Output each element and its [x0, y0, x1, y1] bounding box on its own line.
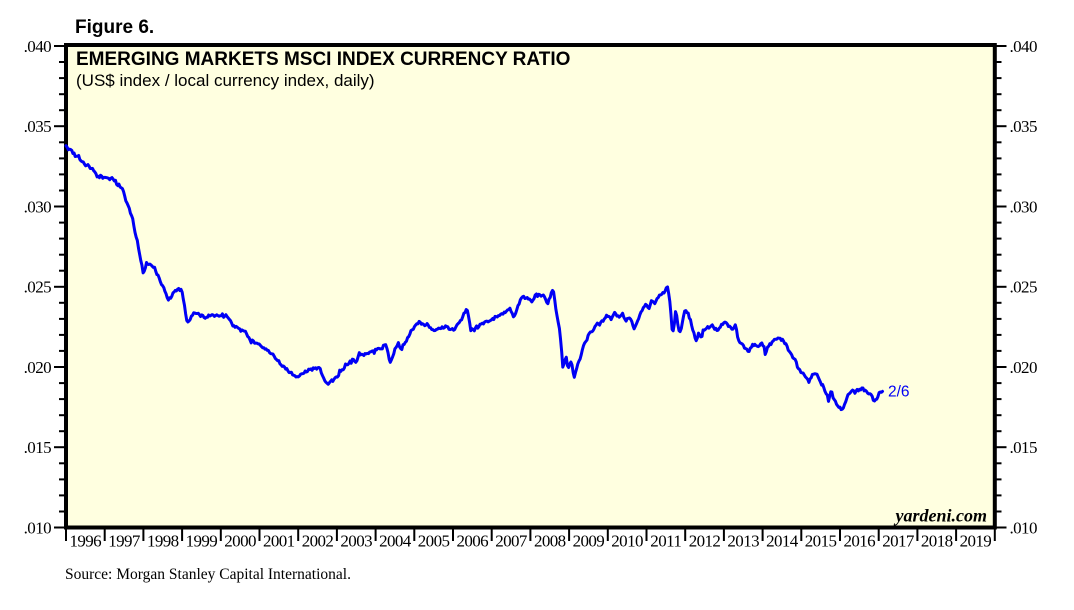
- svg-text:2017: 2017: [882, 532, 915, 551]
- svg-text:2009: 2009: [573, 532, 605, 551]
- svg-text:.025: .025: [1010, 278, 1037, 297]
- svg-text:2003: 2003: [340, 532, 372, 551]
- svg-text:2015: 2015: [805, 532, 837, 551]
- svg-text:2019: 2019: [960, 532, 992, 551]
- svg-text:2012: 2012: [689, 532, 721, 551]
- svg-text:.015: .015: [24, 438, 51, 457]
- svg-text:2013: 2013: [727, 532, 759, 551]
- svg-text:(US$ index / local currency in: (US$ index / local currency index, daily…: [76, 71, 375, 90]
- svg-text:.035: .035: [1010, 117, 1037, 136]
- svg-text:.035: .035: [24, 117, 51, 136]
- svg-text:2001: 2001: [263, 532, 295, 551]
- svg-text:Source: Morgan Stanley Capital: Source: Morgan Stanley Capital Internati…: [65, 566, 351, 583]
- svg-text:.025: .025: [24, 278, 51, 297]
- svg-text:.040: .040: [1010, 37, 1037, 56]
- svg-text:.020: .020: [24, 358, 51, 377]
- svg-text:2000: 2000: [224, 532, 256, 551]
- svg-text:2/6: 2/6: [888, 384, 910, 401]
- svg-text:2002: 2002: [302, 532, 334, 551]
- svg-text:Figure 6.: Figure 6.: [75, 17, 154, 38]
- svg-text:.015: .015: [1010, 438, 1037, 457]
- svg-text:.040: .040: [24, 37, 51, 56]
- svg-text:1999: 1999: [186, 532, 218, 551]
- svg-text:yardeni.com: yardeni.com: [894, 506, 988, 526]
- svg-text:1998: 1998: [147, 532, 179, 551]
- svg-text:1997: 1997: [108, 532, 141, 551]
- svg-text:EMERGING MARKETS MSCI INDEX CU: EMERGING MARKETS MSCI INDEX CURRENCY RAT…: [76, 49, 570, 70]
- svg-text:2014: 2014: [766, 532, 799, 551]
- svg-text:.020: .020: [1010, 358, 1037, 377]
- svg-text:2008: 2008: [534, 532, 566, 551]
- svg-text:2006: 2006: [456, 532, 488, 551]
- svg-text:.030: .030: [1010, 197, 1037, 216]
- svg-text:1996: 1996: [69, 532, 101, 551]
- svg-text:2016: 2016: [843, 532, 875, 551]
- svg-text:.030: .030: [24, 197, 51, 216]
- svg-text:.010: .010: [1010, 518, 1037, 537]
- svg-text:2011: 2011: [650, 532, 681, 551]
- svg-text:2007: 2007: [495, 532, 528, 551]
- svg-text:2004: 2004: [379, 532, 412, 551]
- svg-text:2018: 2018: [921, 532, 953, 551]
- svg-text:2010: 2010: [611, 532, 643, 551]
- svg-text:2005: 2005: [418, 532, 450, 551]
- svg-text:.010: .010: [24, 518, 51, 537]
